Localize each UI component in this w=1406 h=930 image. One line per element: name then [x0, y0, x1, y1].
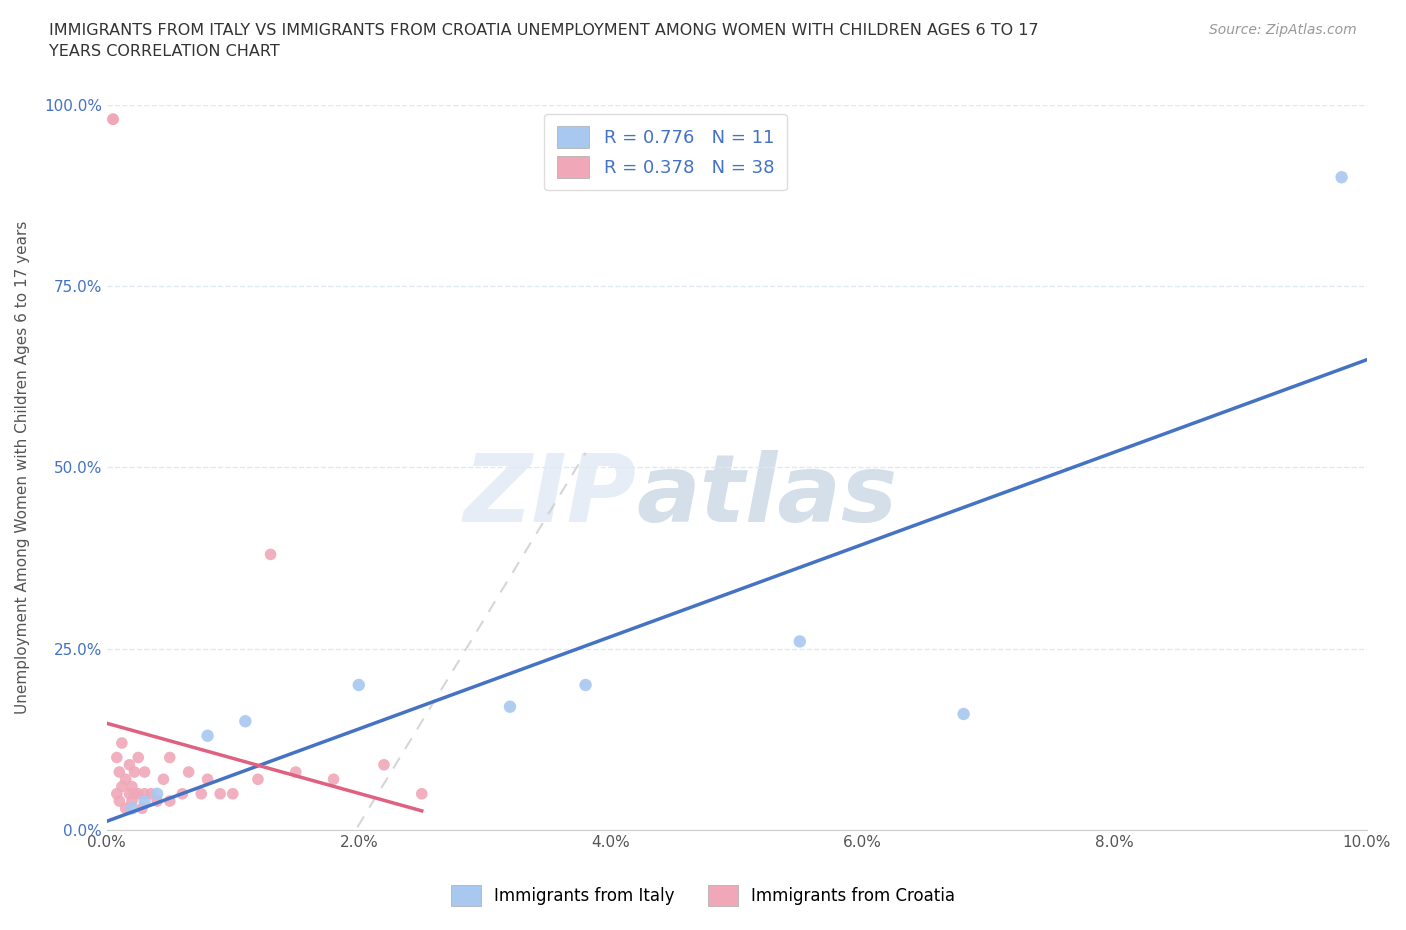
Point	[190, 787, 212, 802]
Point	[139, 787, 162, 802]
Point	[411, 787, 433, 802]
Point	[134, 764, 156, 779]
Point	[159, 751, 181, 765]
Point	[121, 801, 143, 816]
Point	[124, 764, 146, 779]
Point	[1330, 170, 1353, 185]
Point	[197, 772, 219, 787]
Text: IMMIGRANTS FROM ITALY VS IMMIGRANTS FROM CROATIA UNEMPLOYMENT AMONG WOMEN WITH C: IMMIGRANTS FROM ITALY VS IMMIGRANTS FROM…	[49, 23, 1039, 60]
Point	[246, 772, 269, 787]
Point	[101, 112, 124, 126]
Point	[347, 678, 370, 693]
Point	[284, 764, 307, 779]
Point	[952, 707, 974, 722]
Point	[111, 779, 134, 794]
Point	[373, 757, 395, 772]
Point	[101, 112, 124, 126]
Point	[131, 801, 153, 816]
Point	[172, 787, 194, 802]
Legend: R = 0.776   N = 11, R = 0.378   N = 38: R = 0.776 N = 11, R = 0.378 N = 38	[544, 113, 787, 191]
Point	[105, 787, 128, 802]
Point	[111, 736, 134, 751]
Y-axis label: Unemployment Among Women with Children Ages 6 to 17 years: Unemployment Among Women with Children A…	[15, 220, 30, 714]
Point	[114, 772, 136, 787]
Point	[134, 787, 156, 802]
Point	[114, 801, 136, 816]
Point	[127, 751, 149, 765]
Point	[118, 757, 141, 772]
Point	[574, 678, 596, 693]
Point	[108, 764, 131, 779]
Point	[121, 779, 143, 794]
Point	[789, 634, 811, 649]
Point	[222, 787, 245, 802]
Point	[499, 699, 522, 714]
Point	[197, 728, 219, 743]
Point	[124, 787, 146, 802]
Text: ZIP: ZIP	[463, 450, 636, 542]
Point	[152, 772, 174, 787]
Point	[177, 764, 200, 779]
Point	[159, 793, 181, 808]
Legend: Immigrants from Italy, Immigrants from Croatia: Immigrants from Italy, Immigrants from C…	[444, 879, 962, 912]
Point	[146, 787, 169, 802]
Point	[209, 787, 232, 802]
Point	[118, 787, 141, 802]
Point	[146, 793, 169, 808]
Point	[121, 793, 143, 808]
Point	[108, 793, 131, 808]
Point	[105, 751, 128, 765]
Point	[235, 714, 257, 729]
Point	[134, 793, 156, 808]
Point	[127, 787, 149, 802]
Point	[322, 772, 344, 787]
Text: atlas: atlas	[636, 450, 897, 542]
Text: Source: ZipAtlas.com: Source: ZipAtlas.com	[1209, 23, 1357, 37]
Point	[259, 547, 281, 562]
